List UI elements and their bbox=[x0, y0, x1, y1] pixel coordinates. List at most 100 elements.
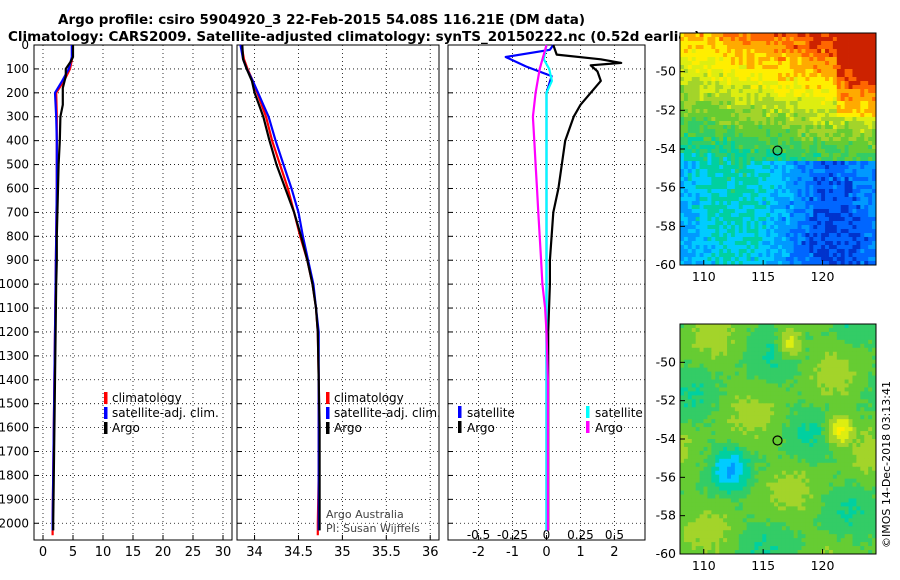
sla-cell bbox=[840, 442, 846, 448]
sst-cell bbox=[793, 173, 798, 178]
sst-cell bbox=[738, 137, 744, 142]
sla-cell bbox=[785, 411, 791, 416]
sla-cell bbox=[766, 407, 771, 412]
sla-cell bbox=[687, 462, 693, 468]
sst-cell bbox=[864, 97, 869, 102]
sla-cell bbox=[813, 387, 818, 392]
sst-cell bbox=[754, 193, 759, 198]
sst-cell bbox=[758, 69, 763, 74]
sla-cell bbox=[762, 423, 767, 428]
sla-cell bbox=[832, 371, 838, 376]
sst-cell bbox=[738, 53, 744, 58]
sst-cell bbox=[797, 65, 802, 70]
sst-cell bbox=[770, 85, 775, 90]
sla-cell bbox=[817, 415, 822, 420]
sst-cell bbox=[750, 205, 755, 210]
sst-cell bbox=[715, 121, 720, 126]
sla-cell bbox=[683, 351, 689, 357]
sst-cell bbox=[785, 217, 791, 222]
sla-cell bbox=[750, 359, 755, 365]
sla-cell bbox=[766, 395, 771, 400]
sla-cell bbox=[727, 387, 732, 392]
sst-cell bbox=[825, 197, 830, 202]
sla-cell bbox=[734, 466, 740, 472]
sla-cell bbox=[734, 442, 740, 448]
sst-cell bbox=[727, 209, 732, 214]
sst-cell bbox=[825, 153, 830, 158]
sst-cell bbox=[797, 193, 802, 198]
sla-cell bbox=[817, 446, 822, 452]
sla-cell bbox=[774, 339, 779, 345]
sla-cell bbox=[742, 351, 748, 357]
sst-cell bbox=[809, 137, 814, 142]
sla-cell bbox=[758, 327, 763, 333]
sst-cell bbox=[730, 33, 736, 38]
sst-cell bbox=[852, 133, 857, 138]
sst-cell bbox=[828, 233, 834, 238]
sla-cell bbox=[864, 391, 869, 396]
sst-map-panel: 110 115 120-50-52-54-56-58-60 bbox=[656, 32, 877, 284]
sst-cell bbox=[801, 161, 806, 166]
sst-cell bbox=[770, 129, 775, 134]
sla-cell bbox=[750, 427, 755, 432]
sst-cell bbox=[778, 225, 783, 230]
sst-cell bbox=[730, 205, 736, 210]
sst-cell bbox=[848, 101, 853, 106]
sla-cell bbox=[746, 442, 751, 448]
sla-cell bbox=[781, 462, 787, 468]
sst-cell bbox=[778, 237, 783, 242]
sst-cell bbox=[715, 57, 720, 62]
sla-cell bbox=[758, 419, 763, 424]
sst-cell bbox=[789, 145, 795, 150]
sla-cell bbox=[832, 435, 838, 440]
sst-cell bbox=[872, 33, 877, 38]
sla-cell bbox=[848, 383, 853, 388]
sst-cell bbox=[821, 33, 826, 38]
sst-cell bbox=[860, 93, 865, 98]
sla-cell bbox=[825, 427, 830, 432]
sst-cell bbox=[766, 53, 771, 58]
sla-cell bbox=[711, 431, 716, 436]
sst-cell bbox=[864, 161, 869, 166]
sla-cell bbox=[754, 359, 759, 365]
sla-cell bbox=[695, 431, 700, 436]
sla-cell bbox=[762, 399, 767, 404]
sst-cell bbox=[832, 89, 838, 94]
sst-cell bbox=[840, 249, 846, 254]
sla-cell bbox=[872, 423, 877, 428]
sla-cell bbox=[868, 395, 873, 400]
sst-cell bbox=[680, 57, 685, 62]
sst-cell bbox=[691, 245, 697, 250]
sla-cell bbox=[836, 355, 842, 361]
sla-cell bbox=[695, 371, 700, 376]
sst-cell bbox=[852, 117, 857, 122]
sst-cell bbox=[750, 125, 755, 130]
sla-cell bbox=[746, 335, 751, 341]
sst-cell bbox=[750, 201, 755, 206]
sst-cell bbox=[774, 257, 779, 262]
sst-cell bbox=[778, 149, 783, 154]
sla-cell bbox=[805, 411, 810, 416]
sst-cell bbox=[781, 189, 787, 194]
sla-cell bbox=[703, 411, 708, 416]
sst-cell bbox=[801, 57, 806, 62]
sst-cell bbox=[821, 93, 826, 98]
sst-cell bbox=[828, 157, 834, 162]
sst-cell bbox=[817, 53, 822, 58]
sst-cell bbox=[754, 229, 759, 234]
sla-cell bbox=[727, 395, 732, 400]
sst-cell bbox=[778, 121, 783, 126]
sst-cell bbox=[848, 209, 853, 214]
sst-cell bbox=[758, 105, 763, 110]
sst-cell bbox=[742, 81, 748, 86]
sst-cell bbox=[872, 185, 877, 190]
sst-cell bbox=[754, 237, 759, 242]
sla-cell bbox=[813, 423, 818, 428]
sla-cell bbox=[719, 462, 724, 468]
sla-cell bbox=[828, 375, 834, 380]
sst-cell bbox=[699, 65, 704, 70]
sla-cell bbox=[687, 466, 693, 472]
sst-cell bbox=[699, 129, 704, 134]
sla-cell bbox=[691, 339, 697, 345]
sla-cell bbox=[683, 347, 689, 353]
